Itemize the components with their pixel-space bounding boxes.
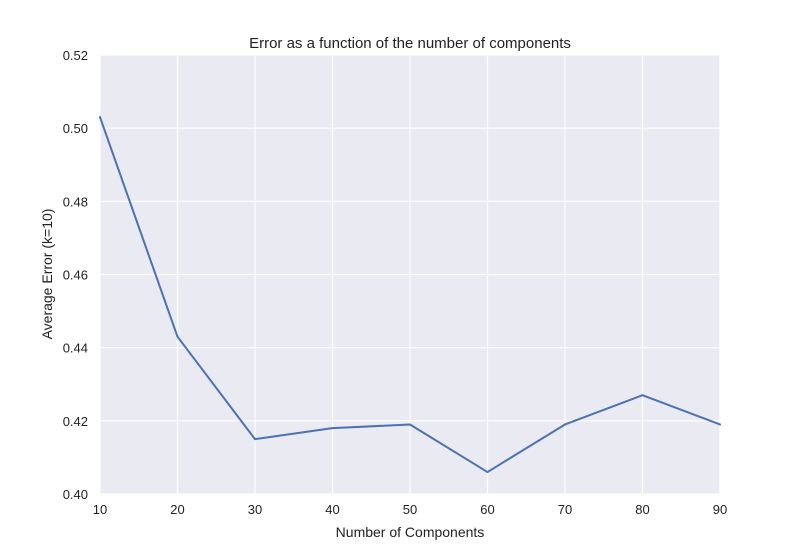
data-point [99, 116, 101, 119]
x-tick-label: 20 [170, 502, 184, 517]
x-tick-label: 10 [93, 502, 107, 517]
x-axis-ticks: 10 20 30 40 50 60 70 80 90 [93, 502, 727, 517]
y-tick-label: 0.50 [63, 121, 88, 136]
y-tick-label: 0.42 [63, 414, 88, 429]
y-tick-label: 0.52 [63, 48, 88, 63]
x-axis-label: Number of Components [336, 524, 485, 540]
y-axis-label: Average Error (k=10) [39, 209, 55, 340]
y-axis-ticks: 0.40 0.42 0.44 0.46 0.48 0.50 0.52 [63, 48, 88, 502]
data-point [641, 394, 644, 397]
x-tick-label: 40 [325, 502, 339, 517]
x-tick-label: 50 [403, 502, 417, 517]
x-tick-label: 60 [480, 502, 494, 517]
x-tick-label: 80 [635, 502, 649, 517]
y-tick-label: 0.40 [63, 487, 88, 502]
x-tick-label: 90 [713, 502, 727, 517]
x-tick-label: 70 [558, 502, 572, 517]
x-tick-label: 30 [248, 502, 262, 517]
data-point [176, 335, 179, 338]
data-point [564, 423, 566, 426]
y-tick-label: 0.46 [63, 268, 88, 283]
data-point [719, 423, 721, 426]
series-group [99, 116, 721, 474]
data-point [486, 471, 489, 474]
grid-lines [99, 54, 721, 495]
data-point [254, 438, 256, 441]
chart-title: Error as a function of the number of com… [249, 35, 571, 52]
y-tick-label: 0.48 [63, 194, 88, 209]
data-point [331, 427, 334, 430]
data-point [409, 423, 411, 426]
y-tick-label: 0.44 [63, 341, 88, 356]
